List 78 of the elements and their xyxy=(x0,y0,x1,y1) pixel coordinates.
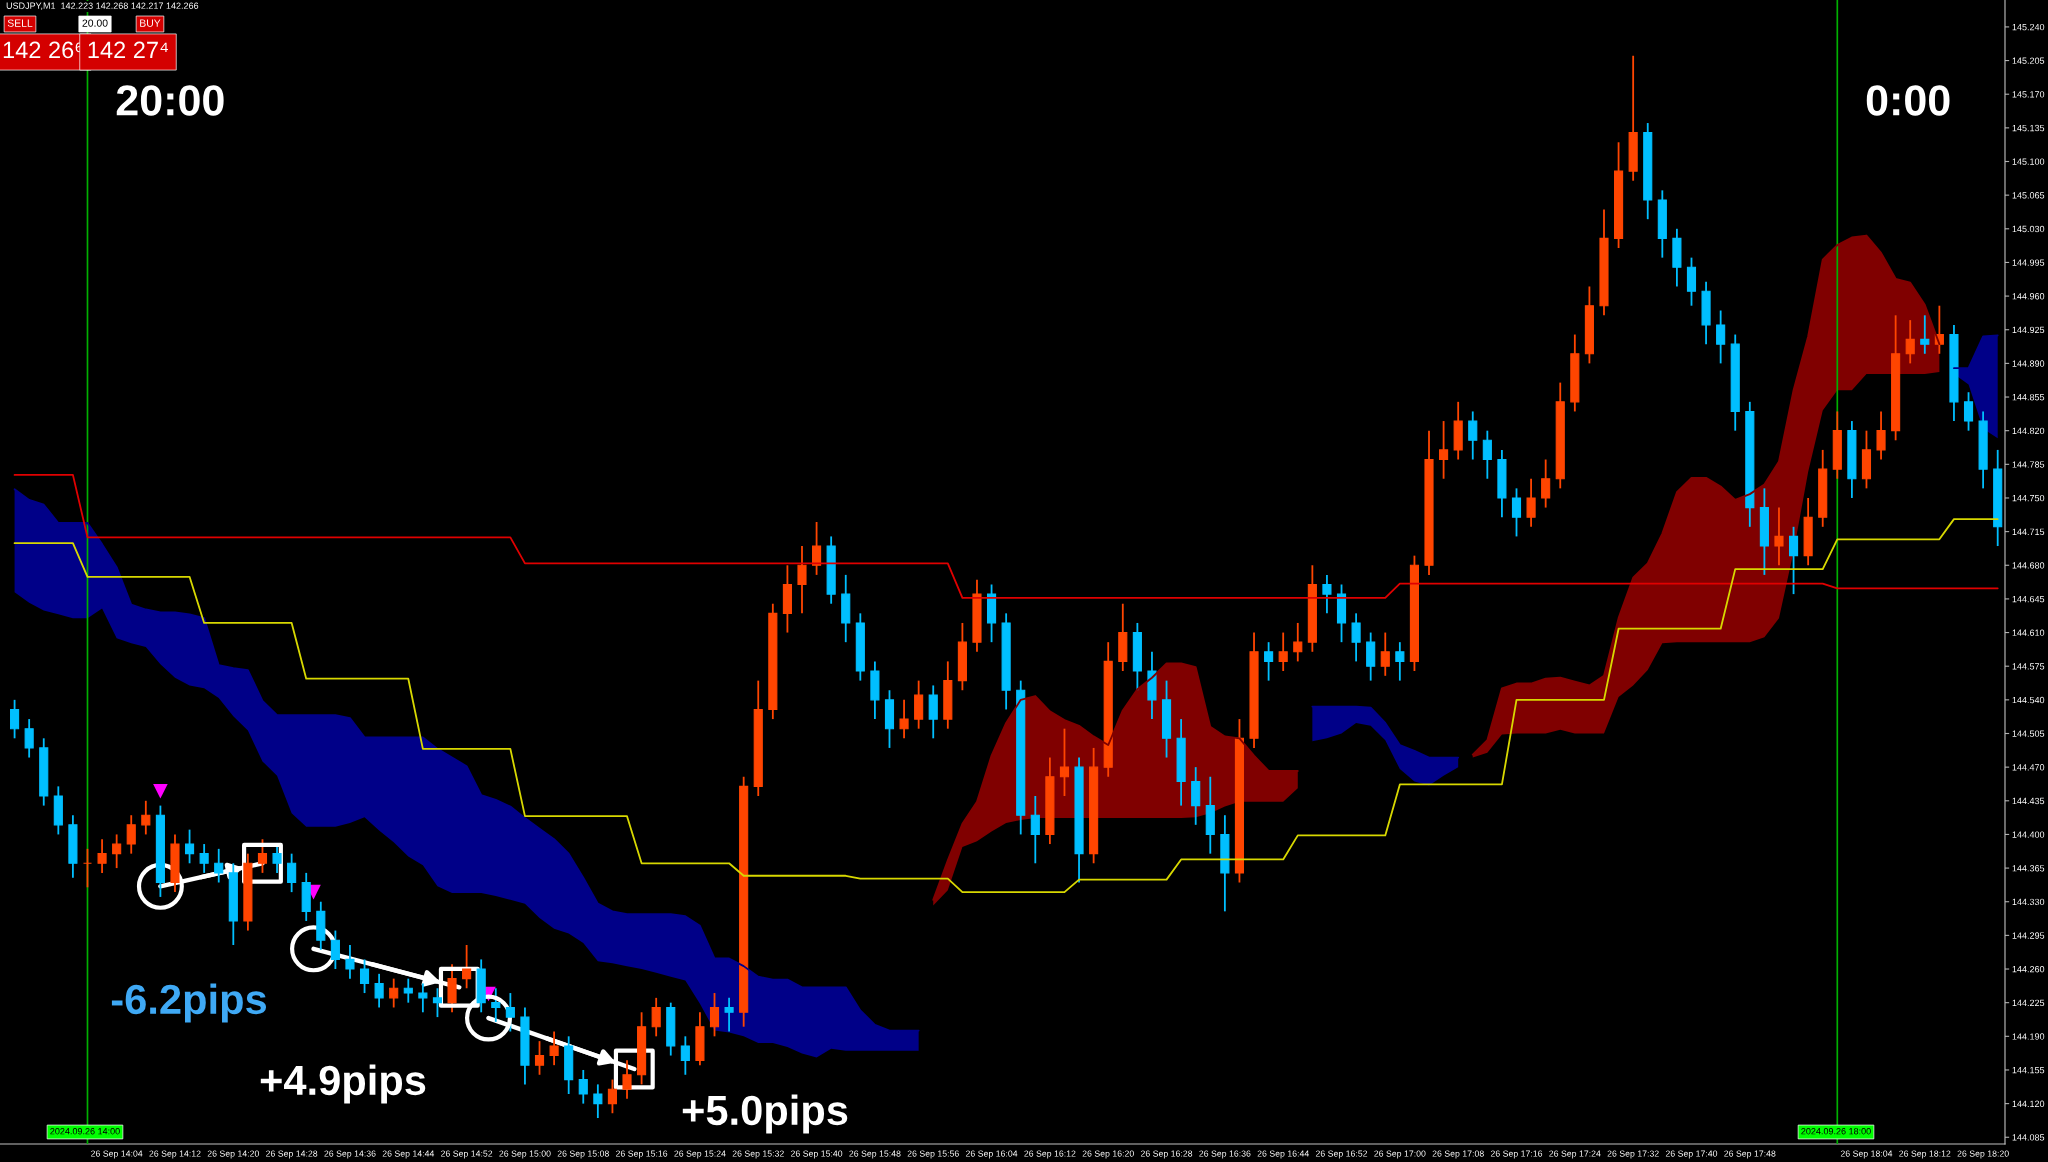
annotation: +5.0pips xyxy=(682,1094,848,1134)
x-tick-label: 26 Sep 15:24 xyxy=(674,1150,726,1159)
y-tick-label: 145.205 xyxy=(2012,57,2045,64)
annotation: 2024.09.26 18:00 xyxy=(1801,1128,1871,1135)
x-tick-label: 26 Sep 15:48 xyxy=(849,1150,901,1159)
annotation: +4.9pips xyxy=(260,1064,426,1104)
y-tick-label: 144.470 xyxy=(2012,764,2045,771)
x-tick-label: 26 Sep 18:04 xyxy=(1840,1150,1893,1159)
annotation: BUY xyxy=(140,19,161,27)
y-tick-label: 144.540 xyxy=(2012,696,2045,704)
x-tick-label: 26 Sep 16:36 xyxy=(1199,1150,1251,1159)
y-tick-label: 144.575 xyxy=(2012,663,2045,670)
x-tick-label: 26 Sep 15:16 xyxy=(616,1150,668,1159)
x-tick-label: 26 Sep 16:52 xyxy=(1315,1150,1368,1159)
y-tick-label: 144.085 xyxy=(2012,1134,2045,1141)
x-tick-label: 26 Sep 14:04 xyxy=(91,1150,143,1159)
y-tick-label: 144.190 xyxy=(2012,1033,2045,1040)
x-tick-label: 26 Sep 17:16 xyxy=(1490,1150,1543,1159)
y-tick-label: 145.030 xyxy=(2012,225,2045,233)
annotation: 2024.09.26 14:00 xyxy=(50,1128,120,1135)
y-tick-label: 144.505 xyxy=(2012,730,2045,737)
y-tick-label: 144.260 xyxy=(2012,965,2045,973)
y-tick-label: 144.680 xyxy=(2012,562,2045,569)
x-tick-label: 26 Sep 16:12 xyxy=(1024,1150,1076,1159)
x-tick-label: 26 Sep 17:24 xyxy=(1549,1150,1601,1159)
annotation: 20.00 xyxy=(82,19,108,27)
x-tick-label: 26 Sep 18:12 xyxy=(1899,1150,1951,1159)
y-tick-label: 145.135 xyxy=(2012,124,2045,132)
y-tick-label: 144.715 xyxy=(2012,528,2045,535)
x-tick-label: 26 Sep 14:28 xyxy=(266,1150,318,1159)
y-tick-label: 144.820 xyxy=(2012,427,2045,435)
y-tick-label: 144.435 xyxy=(2012,797,2045,805)
x-tick-label: 26 Sep 16:04 xyxy=(965,1150,1018,1159)
annotation: 142 27⁴ xyxy=(88,41,169,59)
x-tick-label: 26 Sep 17:32 xyxy=(1607,1150,1659,1159)
y-tick-label: 144.855 xyxy=(2012,394,2045,401)
y-tick-label: 144.400 xyxy=(2012,831,2045,838)
x-tick-label: 26 Sep 14:20 xyxy=(207,1150,259,1159)
y-tick-label: 144.610 xyxy=(2012,629,2045,636)
x-tick-label: 26 Sep 16:20 xyxy=(1082,1150,1134,1159)
x-tick-label: 26 Sep 18:20 xyxy=(1957,1150,2009,1159)
y-tick-label: 144.155 xyxy=(2012,1067,2045,1074)
y-tick-label: 144.295 xyxy=(2012,932,2045,939)
y-tick-label: 144.960 xyxy=(2012,293,2045,300)
y-tick-label: 144.120 xyxy=(2012,1100,2045,1107)
x-tick-label: 26 Sep 17:00 xyxy=(1374,1150,1426,1159)
x-tick-label: 26 Sep 17:08 xyxy=(1432,1150,1484,1159)
x-tick-label: 26 Sep 15:32 xyxy=(732,1150,784,1159)
x-tick-label: 26 Sep 14:12 xyxy=(149,1150,201,1159)
x-tick-label: 26 Sep 17:40 xyxy=(1665,1150,1718,1159)
ref-line-label: 20:00 xyxy=(116,85,224,116)
x-tick-label: 26 Sep 15:40 xyxy=(790,1150,843,1159)
x-tick-label: 26 Sep 15:56 xyxy=(907,1150,959,1159)
y-tick-label: 144.365 xyxy=(2012,865,2045,872)
y-tick-label: 145.100 xyxy=(2012,158,2045,165)
x-tick-label: 26 Sep 14:52 xyxy=(441,1150,493,1159)
x-tick-label: 26 Sep 15:00 xyxy=(499,1150,551,1159)
y-tick-label: 145.240 xyxy=(2012,23,2045,31)
y-tick-label: 144.645 xyxy=(2012,595,2045,603)
x-tick-label: 26 Sep 15:08 xyxy=(557,1150,609,1159)
y-tick-label: 144.785 xyxy=(2012,461,2045,468)
x-tick-label: 26 Sep 14:44 xyxy=(382,1150,435,1159)
annotation: -6.2pips xyxy=(111,983,267,1023)
ref-line-label: 0:00 xyxy=(1866,85,1950,116)
y-tick-label: 145.170 xyxy=(2012,91,2045,98)
x-tick-label: 26 Sep 17:48 xyxy=(1724,1150,1776,1159)
annotation: SELL xyxy=(7,19,33,27)
y-tick-label: 144.995 xyxy=(2012,259,2045,266)
y-tick-label: 145.065 xyxy=(2012,192,2045,199)
x-tick-label: 26 Sep 16:28 xyxy=(1140,1150,1193,1159)
y-tick-label: 144.750 xyxy=(2012,494,2045,502)
y-tick-label: 144.925 xyxy=(2012,326,2045,334)
x-tick-label: 26 Sep 16:44 xyxy=(1257,1150,1309,1159)
y-tick-label: 144.890 xyxy=(2012,360,2045,367)
y-tick-label: 144.330 xyxy=(2012,898,2045,906)
y-tick-label: 144.225 xyxy=(2012,999,2045,1007)
x-tick-label: 26 Sep 14:36 xyxy=(324,1150,376,1159)
chart-title: USDJPY,M1 142.223 142.268 142.217 142.266 xyxy=(6,2,199,10)
